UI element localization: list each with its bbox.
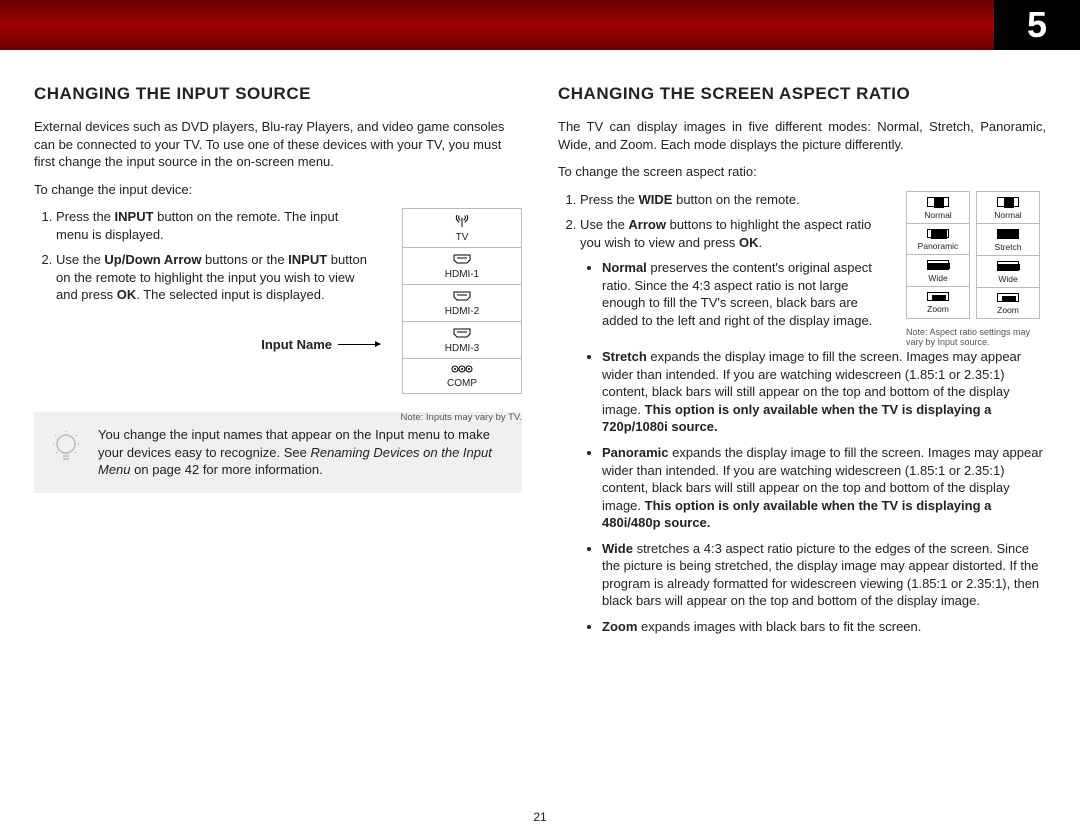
hdmi-icon	[403, 291, 521, 304]
mode-zoom: Zoom expands images with black bars to f…	[602, 618, 1046, 636]
aspect-a-normal: Normal	[907, 192, 969, 224]
mode-wide: Wide stretches a 4:3 aspect ratio pictur…	[602, 540, 1046, 610]
lightbulb-icon	[52, 430, 82, 471]
input-item-hdmi1: HDMI-1	[403, 248, 521, 285]
input-item-tv: TV	[403, 209, 521, 248]
input-menu-wrap: TV HDMI-1 HDMI-2	[382, 208, 522, 423]
page-content: CHANGING THE INPUT SOURCE External devic…	[0, 50, 1080, 643]
input-item-hdmi2: HDMI-2	[403, 285, 521, 322]
aspect-menu-b: Normal Stretch Wide Zoom	[976, 191, 1040, 319]
right-step-2: Use the Arrow buttons to highlight the a…	[580, 216, 892, 329]
aspect-menus: Normal Panoramic Wide Zoom Normal Stretc…	[906, 191, 1046, 349]
left-step-2: Use the Up/Down Arrow buttons or the INP…	[56, 251, 368, 304]
aspect-b-wide: Wide	[977, 256, 1039, 288]
inputs-vary-note: Note: Inputs may vary by TV.	[382, 412, 522, 423]
aspect-menu-a: Normal Panoramic Wide Zoom	[906, 191, 970, 319]
input-menu: TV HDMI-1 HDMI-2	[402, 208, 522, 394]
tip-box: You change the input names that appear o…	[34, 412, 522, 493]
input-item-comp: COMP	[403, 359, 521, 393]
left-intro: External devices such as DVD players, Bl…	[34, 118, 522, 171]
left-step-1: Press the INPUT button on the remote. Th…	[56, 208, 368, 243]
left-column: CHANGING THE INPUT SOURCE External devic…	[34, 84, 522, 643]
aspect-a-zoom: Zoom	[907, 287, 969, 317]
left-steps: Press the INPUT button on the remote. Th…	[34, 208, 368, 304]
right-heading: CHANGING THE SCREEN ASPECT RATIO	[558, 84, 1046, 104]
mode-stretch: Stretch expands the display image to fil…	[602, 348, 1046, 436]
aspect-b-normal: Normal	[977, 192, 1039, 224]
right-step-1: Press the WIDE button on the remote.	[580, 191, 892, 209]
antenna-icon	[403, 215, 521, 230]
right-steps: Press the WIDE button on the remote. Use…	[558, 191, 892, 330]
aspect-note: Note: Aspect ratio settings may vary by …	[906, 327, 1046, 349]
aspect-b-stretch: Stretch	[977, 224, 1039, 256]
header-band: 5	[0, 0, 1080, 50]
mode-normal: Normal preserves the content's original …	[602, 259, 892, 329]
arrow-icon	[338, 344, 380, 345]
component-icon	[403, 365, 521, 376]
input-name-label: Input Name	[261, 337, 332, 352]
right-intro: The TV can display images in five differ…	[558, 118, 1046, 153]
hdmi-icon	[403, 328, 521, 341]
left-lead: To change the input device:	[34, 181, 522, 199]
right-column: CHANGING THE SCREEN ASPECT RATIO The TV …	[558, 84, 1046, 643]
hdmi-icon	[403, 254, 521, 267]
page-number: 21	[0, 810, 1080, 824]
aspect-a-wide: Wide	[907, 255, 969, 287]
aspect-b-zoom: Zoom	[977, 288, 1039, 318]
tip-text: You change the input names that appear o…	[98, 426, 504, 479]
left-heading: CHANGING THE INPUT SOURCE	[34, 84, 522, 104]
mode-panoramic: Panoramic expands the display image to f…	[602, 444, 1046, 532]
aspect-a-panoramic: Panoramic	[907, 224, 969, 255]
input-item-hdmi3: HDMI-3	[403, 322, 521, 359]
right-lead: To change the screen aspect ratio:	[558, 163, 1046, 181]
chapter-number-tab: 5	[994, 0, 1080, 50]
